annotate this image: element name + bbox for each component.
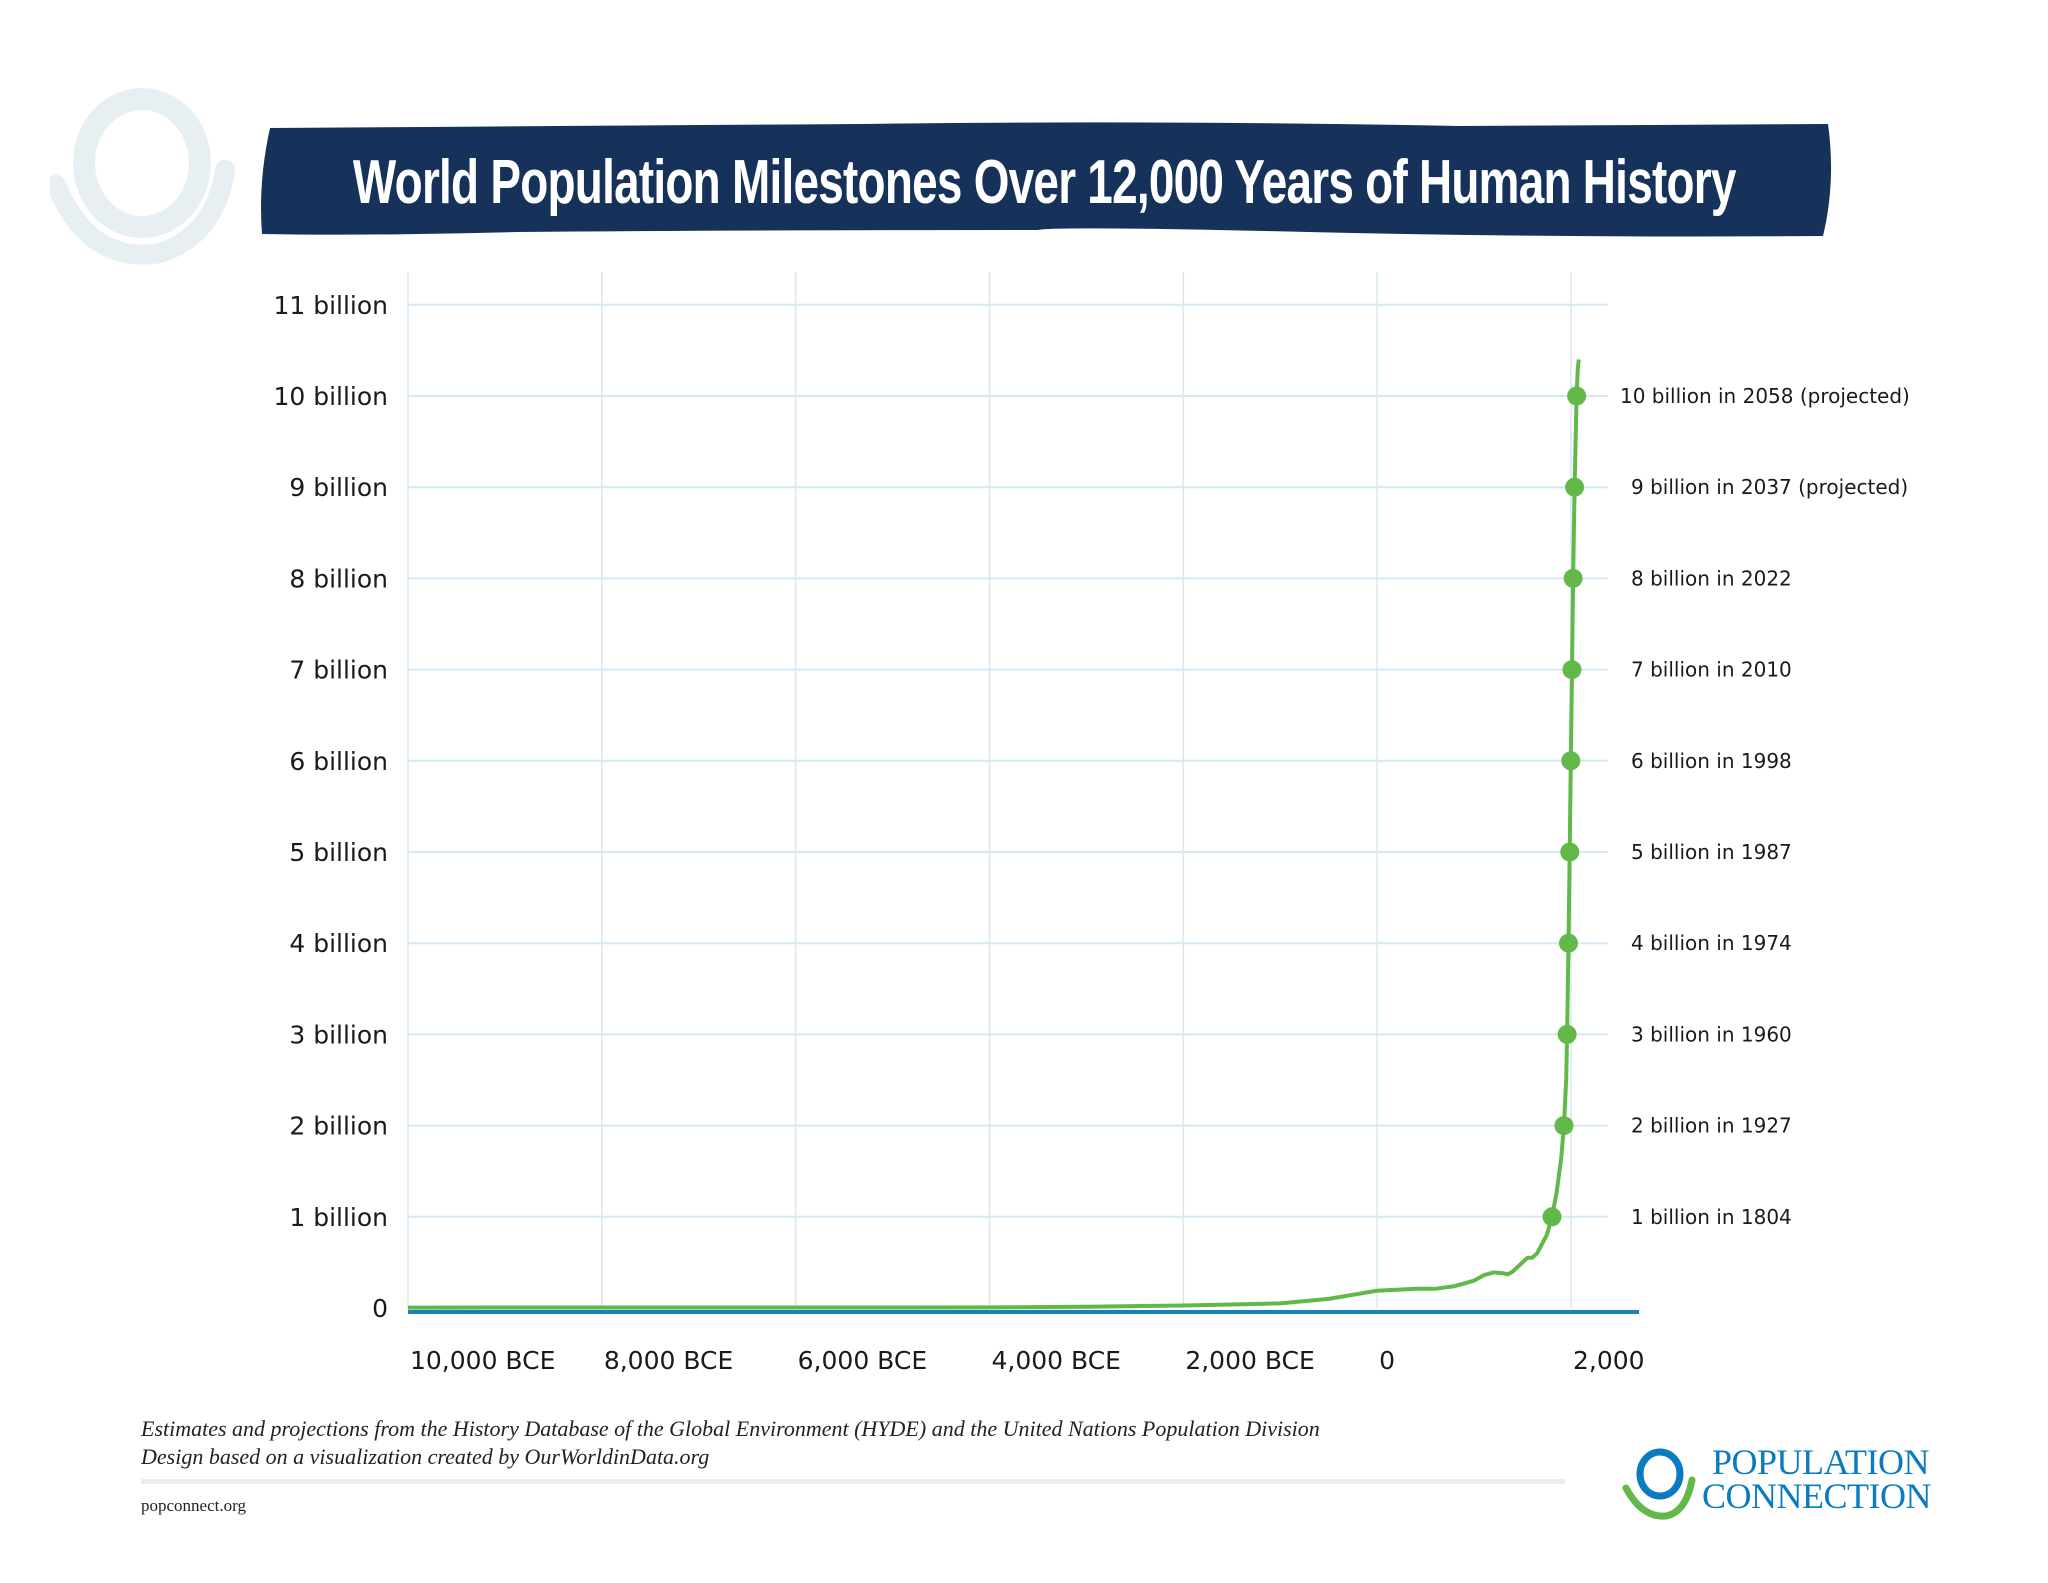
- y-tick-label: 3 billion: [289, 1020, 388, 1049]
- milestone-label: 8 billion in 2022: [1631, 566, 1792, 590]
- y-tick-label: 1 billion: [289, 1203, 388, 1232]
- y-tick-label: 7 billion: [289, 656, 388, 685]
- milestone-dot: [1558, 933, 1578, 953]
- milestone-dot: [1557, 1024, 1577, 1044]
- x-tick-label: 2,000: [1573, 1346, 1645, 1375]
- title-banner: [261, 122, 1832, 237]
- milestone-dot: [1567, 386, 1587, 406]
- milestone-label: 7 billion in 2010: [1631, 658, 1792, 682]
- milestone-label: 1 billion in 1804: [1631, 1205, 1792, 1229]
- x-tick-label: 0: [1379, 1346, 1395, 1375]
- y-tick-label: 11 billion: [273, 291, 388, 320]
- x-tick-label: 4,000 BCE: [992, 1346, 1121, 1375]
- milestone-label: 9 billion in 2037 (projected): [1631, 475, 1908, 499]
- milestone-dot: [1565, 477, 1585, 497]
- milestone-label: 10 billion in 2058 (projected): [1620, 384, 1910, 408]
- x-tick-label: 10,000 BCE: [410, 1346, 555, 1375]
- x-tick-label: 8,000 BCE: [604, 1346, 733, 1375]
- population-chart: 0 1 billion 2 billion 3 billion 4 billion 5 b…: [273, 272, 1910, 1375]
- y-tick-label: 5 billion: [289, 838, 388, 867]
- logo-ring-icon: [1622, 1448, 1696, 1520]
- y-tick-label: 10 billion: [273, 382, 388, 411]
- y-tick-label: 8 billion: [289, 564, 388, 593]
- milestone-dot: [1554, 1116, 1574, 1136]
- footer-divider: [141, 1479, 1565, 1484]
- x-tick-label: 6,000 BCE: [798, 1346, 927, 1375]
- y-tick-label: 0: [372, 1294, 388, 1323]
- y-tick-label: 9 billion: [289, 473, 388, 502]
- y-tick-label: 2 billion: [289, 1112, 388, 1141]
- y-tick-label: 4 billion: [289, 929, 388, 958]
- milestone-dot: [1562, 660, 1582, 680]
- website-link[interactable]: popconnect.org: [141, 1496, 246, 1515]
- decorative-ring-logo: [50, 88, 235, 265]
- population-connection-logo: POPULATION CONNECTION: [1622, 1440, 1962, 1520]
- milestone-label: 3 billion in 1960: [1631, 1022, 1792, 1046]
- milestone-label: 2 billion in 1927: [1631, 1114, 1792, 1138]
- chart-title: World Population Milestones Over 12,000 …: [353, 147, 1737, 217]
- milestone-dot: [1561, 751, 1581, 771]
- milestone-dot: [1542, 1207, 1562, 1227]
- design-credit: Design based on a visualization created …: [141, 1444, 710, 1469]
- population-line: [407, 359, 1581, 1310]
- x-tick-label: 2,000 BCE: [1185, 1346, 1314, 1375]
- milestone-dot: [1560, 842, 1580, 862]
- milestone-label: 4 billion in 1974: [1631, 931, 1792, 955]
- source-note: Estimates and projections from the Histo…: [141, 1416, 1320, 1441]
- y-tick-label: 6 billion: [289, 747, 388, 776]
- milestone-label: 5 billion in 1987: [1631, 840, 1792, 864]
- milestone-dot: [1563, 568, 1583, 588]
- milestone-label: 6 billion in 1998: [1631, 749, 1792, 773]
